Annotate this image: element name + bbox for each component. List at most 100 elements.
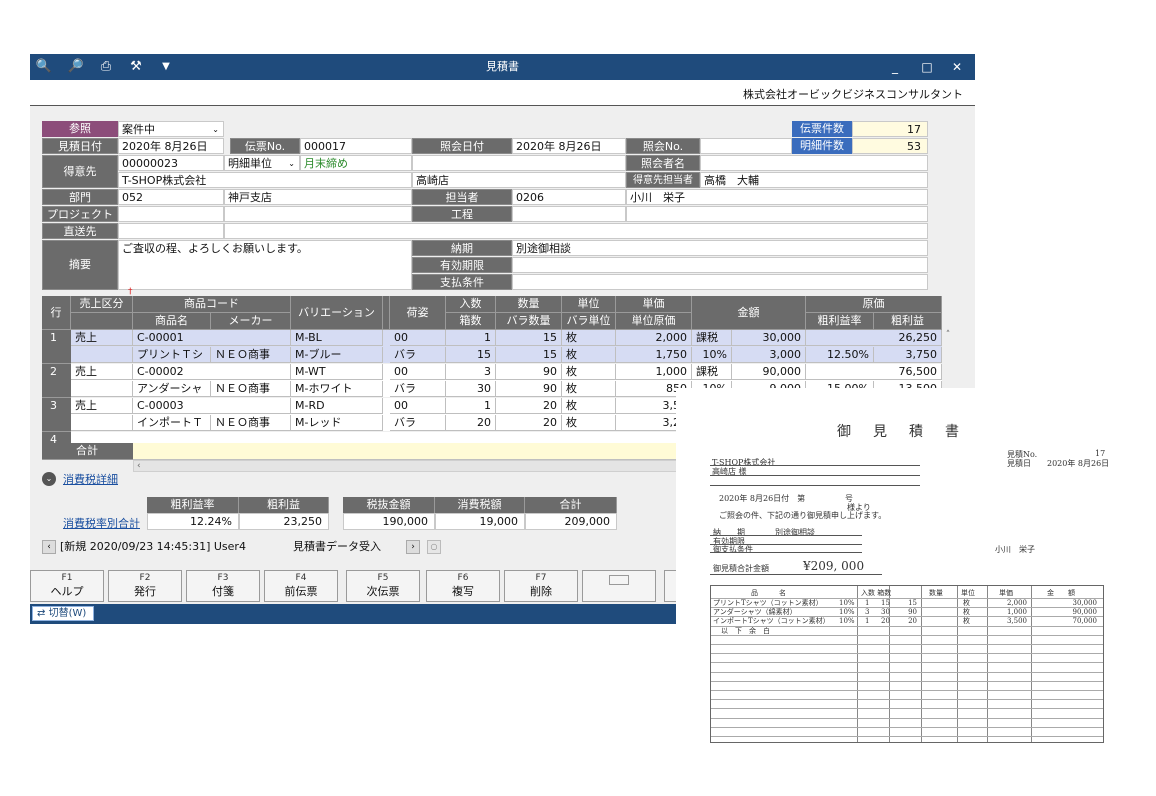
cell-maker[interactable]: ＮＥＯ商事	[211, 415, 291, 431]
cell-suryo[interactable]: 20	[496, 398, 562, 414]
fkey-f7-button[interactable]: F7 削除	[504, 570, 578, 602]
cell-tani1[interactable]: 枚	[562, 364, 616, 380]
cell-kubun-sub[interactable]	[71, 415, 133, 431]
cell-hako[interactable]: 30	[446, 381, 496, 397]
cell-code[interactable]: C-00002	[133, 364, 291, 380]
prev-record-icon[interactable]: ‹	[42, 540, 56, 554]
cell-kubun[interactable]: 売上	[71, 330, 133, 346]
cell-kubun-sub[interactable]	[71, 347, 133, 363]
cell-name[interactable]: プリントＴシ	[133, 347, 211, 363]
cell-suryo[interactable]: 90	[496, 364, 562, 380]
horizontal-scrollbar[interactable]: ‹	[133, 460, 693, 472]
col-splitter[interactable]	[383, 296, 390, 330]
cell-tanka[interactable]: 2,000	[616, 330, 692, 346]
cell-genka_u[interactable]: 1,750	[616, 347, 692, 363]
cell-maker[interactable]: ＮＥＯ商事	[211, 381, 291, 397]
import-icon[interactable]: ○	[427, 540, 441, 554]
table-row[interactable]	[71, 330, 942, 363]
cell-tani1[interactable]: 枚	[562, 398, 616, 414]
cell-var1[interactable]: M-RD	[291, 398, 383, 414]
cell-tax-rate[interactable]: 10%	[692, 347, 732, 363]
tax-detail-link[interactable]: 消費税詳細	[63, 473, 118, 486]
cell-code[interactable]: C-00001	[133, 330, 291, 346]
cell-var1[interactable]: M-WT	[291, 364, 383, 380]
sansho-select[interactable]: 案件中 ⌄	[118, 121, 224, 137]
cell-nis1[interactable]: 00	[390, 330, 446, 346]
tokuisaki-code-input[interactable]: 00000023	[118, 155, 224, 171]
cell-nis2[interactable]: バラ	[390, 415, 446, 431]
cell-arari[interactable]: 3,750	[874, 347, 942, 363]
cell-kingaku[interactable]: 30,000	[732, 330, 806, 346]
cell-bara[interactable]: 90	[496, 381, 562, 397]
fkey-f2-button[interactable]: F2 発行	[108, 570, 182, 602]
switch-button[interactable]: ⇄ 切替(W)	[32, 606, 94, 621]
cell-nis2[interactable]: バラ	[390, 381, 446, 397]
koji-code-input[interactable]	[512, 206, 626, 222]
shiharai-input[interactable]	[512, 274, 928, 290]
dropdown-arrow-icon[interactable]: ▼	[162, 61, 170, 72]
cell-tani1[interactable]: 枚	[562, 330, 616, 346]
cell-bara[interactable]: 20	[496, 415, 562, 431]
settings-tool-icon[interactable]: ⚒	[130, 59, 142, 74]
tax-rate-total-link[interactable]: 消費税率別合計	[63, 517, 140, 530]
preview-icon[interactable]: 🔎	[67, 59, 85, 74]
cell-suryo[interactable]: 15	[496, 330, 562, 346]
cell-tax-type[interactable]: 課税	[692, 330, 732, 346]
cell-kubun[interactable]: 売上	[71, 398, 133, 414]
cell-nis2[interactable]: バラ	[390, 347, 446, 363]
next-record-icon[interactable]: ›	[406, 540, 420, 554]
cell-tax-amount[interactable]: 3,000	[732, 347, 806, 363]
tekiyo-textarea[interactable]: ご査収の程、よろしくお願いします。	[118, 240, 412, 290]
cell-tani2[interactable]: 枚	[562, 347, 616, 363]
shokai-date-input[interactable]: 2020年 8月26日	[512, 138, 626, 154]
cell-genka[interactable]: 26,250	[806, 330, 942, 346]
denpyo-no-input[interactable]: 000017	[300, 138, 412, 154]
cell-kingaku[interactable]: 90,000	[732, 364, 806, 380]
maximize-button[interactable]: □	[921, 60, 933, 74]
cell-kubun-sub[interactable]	[71, 381, 133, 397]
expand-icon[interactable]: ⌄	[42, 472, 56, 486]
tanto-code-input[interactable]: 0206	[512, 189, 626, 205]
cell-irisu[interactable]: 1	[446, 398, 496, 414]
cell-name[interactable]: インポートＴ	[133, 415, 211, 431]
cell-kubun[interactable]: 売上	[71, 364, 133, 380]
meisai-tani-select[interactable]: 明細単位 ⌄	[224, 155, 300, 171]
mitsumori-date-input[interactable]: 2020年 8月26日	[118, 138, 224, 154]
print-icon[interactable]: ⎙	[100, 59, 112, 74]
cell-code[interactable]: C-00003	[133, 398, 291, 414]
cell-var2[interactable]: M-ブルー	[291, 347, 383, 363]
fkey-f3-button[interactable]: F3 付箋	[186, 570, 260, 602]
cell-irisu[interactable]: 3	[446, 364, 496, 380]
close-button[interactable]: ✕	[951, 60, 963, 74]
cell-var1[interactable]: M-BL	[291, 330, 383, 346]
minimize-button[interactable]: _	[892, 60, 898, 74]
cell-name[interactable]: アンダーシャ	[133, 381, 211, 397]
cell-tanka[interactable]: 1,000	[616, 364, 692, 380]
shokai-name-input[interactable]	[700, 155, 928, 171]
cell-nis1[interactable]: 00	[390, 398, 446, 414]
fkey-f4-button[interactable]: F4 前伝票	[264, 570, 338, 602]
cell-genka[interactable]: 76,500	[806, 364, 942, 380]
yuko-input[interactable]	[512, 257, 928, 273]
cell-var2[interactable]: M-レッド	[291, 415, 383, 431]
tokuisaki-tanto-input[interactable]: 高橋 大輔	[700, 172, 928, 188]
noki-input[interactable]: 別途御相談	[512, 240, 928, 256]
cell-hako[interactable]: 15	[446, 347, 496, 363]
fkey-f5-button[interactable]: F5 次伝票	[346, 570, 420, 602]
cell-arari-ritsu[interactable]: 12.50%	[806, 347, 874, 363]
tokuisaki-sub[interactable]: 高崎店	[412, 172, 626, 188]
chokuso-code-input[interactable]	[118, 223, 224, 239]
fkey-f1-button[interactable]: F1 ヘルプ	[30, 570, 104, 602]
cell-tax-type[interactable]: 課税	[692, 364, 732, 380]
cell-irisu[interactable]: 1	[446, 330, 496, 346]
project-code-input[interactable]	[118, 206, 224, 222]
cell-tani2[interactable]: 枚	[562, 381, 616, 397]
cell-bara[interactable]: 15	[496, 347, 562, 363]
tokuisaki-name[interactable]: T-SHOP株式会社	[118, 172, 412, 188]
shokai-no-input[interactable]	[700, 138, 792, 154]
cell-maker[interactable]: ＮＥＯ商事	[211, 347, 291, 363]
bumon-code-input[interactable]: 052	[118, 189, 224, 205]
cell-nis1[interactable]: 00	[390, 364, 446, 380]
fkey-f8-button[interactable]	[582, 570, 656, 602]
scroll-up-icon[interactable]: ˄	[945, 330, 951, 340]
